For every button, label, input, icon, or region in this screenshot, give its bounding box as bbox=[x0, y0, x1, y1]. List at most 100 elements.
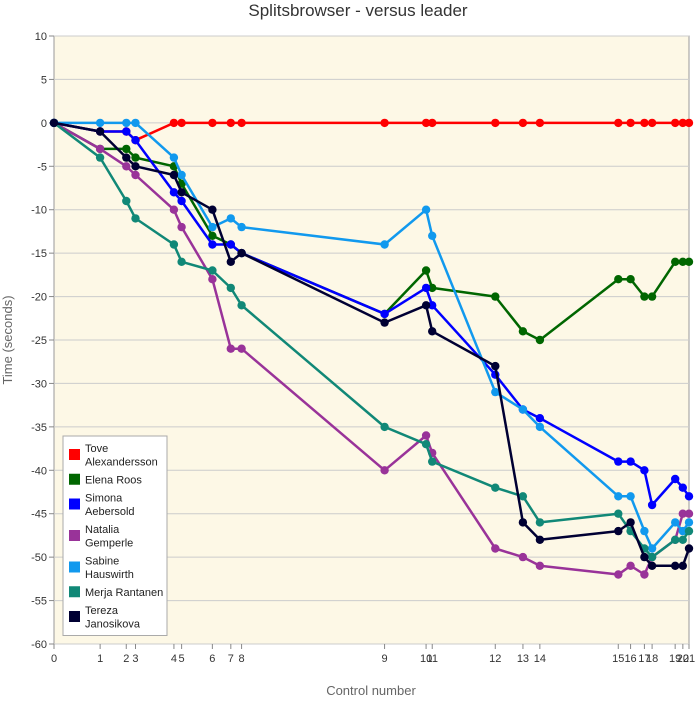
data-point bbox=[131, 136, 140, 145]
data-point bbox=[684, 544, 694, 553]
x-axis-label: Control number bbox=[326, 683, 416, 698]
data-point bbox=[671, 561, 680, 570]
data-point bbox=[237, 344, 246, 353]
data-point bbox=[684, 518, 694, 527]
data-point bbox=[177, 222, 186, 232]
data-point bbox=[177, 188, 186, 197]
data-point bbox=[647, 561, 657, 570]
data-point bbox=[535, 422, 545, 432]
y-tick-label: -50 bbox=[31, 552, 47, 564]
x-tick-label: 11 bbox=[427, 653, 438, 665]
data-point bbox=[226, 344, 235, 353]
data-point bbox=[518, 552, 528, 562]
data-point bbox=[671, 535, 680, 544]
data-point bbox=[535, 561, 545, 570]
data-point bbox=[421, 205, 431, 214]
data-point bbox=[647, 552, 657, 562]
data-point bbox=[491, 118, 500, 128]
data-point bbox=[122, 118, 131, 128]
data-point bbox=[614, 509, 623, 518]
data-point bbox=[518, 518, 528, 527]
data-point bbox=[614, 118, 623, 128]
x-tick-label: 3 bbox=[132, 653, 138, 665]
data-point bbox=[95, 118, 105, 128]
data-point bbox=[640, 466, 649, 475]
y-tick-label: -55 bbox=[31, 596, 47, 608]
data-point bbox=[647, 118, 657, 128]
x-tick-label: 18 bbox=[646, 653, 658, 665]
x-tick-label: 14 bbox=[534, 653, 546, 665]
legend-label: Elena Roos bbox=[85, 475, 142, 487]
data-point bbox=[626, 275, 635, 284]
data-point bbox=[237, 248, 246, 258]
data-point bbox=[208, 205, 217, 214]
legend-label: Merja Rantanen bbox=[85, 587, 163, 599]
data-point bbox=[380, 118, 389, 128]
data-point bbox=[428, 301, 437, 310]
data-point bbox=[491, 292, 500, 301]
data-point bbox=[678, 561, 687, 570]
y-tick-label: -5 bbox=[37, 161, 47, 173]
series-lines bbox=[49, 118, 694, 579]
series-line bbox=[53, 121, 691, 559]
data-point bbox=[518, 118, 528, 128]
data-point bbox=[131, 162, 140, 171]
x-tick-label: 8 bbox=[239, 653, 245, 665]
legend-label: Aebersold bbox=[85, 506, 135, 518]
data-point bbox=[678, 118, 687, 128]
data-point bbox=[208, 118, 217, 128]
x-tick-label: 10 bbox=[420, 653, 432, 665]
data-point bbox=[226, 283, 235, 293]
data-point bbox=[208, 266, 217, 275]
data-point bbox=[535, 414, 545, 423]
x-tick-label: 0 bbox=[51, 653, 57, 665]
y-tick-label: -30 bbox=[31, 378, 47, 390]
data-point bbox=[177, 196, 186, 206]
data-point bbox=[428, 118, 437, 128]
data-point bbox=[640, 570, 649, 579]
data-point bbox=[177, 170, 186, 180]
data-point bbox=[671, 474, 680, 484]
chart-title: Splitsbrowser - versus leader bbox=[248, 1, 468, 20]
x-tick-label: 13 bbox=[517, 653, 529, 665]
data-point bbox=[626, 492, 635, 501]
data-point bbox=[535, 118, 545, 128]
legend-swatch bbox=[69, 561, 80, 573]
data-point bbox=[169, 118, 179, 128]
data-point bbox=[491, 361, 500, 371]
y-tick-label: -60 bbox=[31, 639, 47, 651]
x-tick-label: 1 bbox=[97, 653, 103, 665]
legend-label: Simona bbox=[85, 493, 123, 505]
legend-swatch bbox=[69, 586, 80, 598]
data-point bbox=[226, 118, 235, 128]
data-point bbox=[626, 457, 635, 466]
data-point bbox=[626, 561, 635, 570]
series-line bbox=[53, 121, 691, 507]
x-tick-label: 20 bbox=[677, 653, 689, 665]
legend-label: Tereza bbox=[85, 605, 119, 617]
legend-label: Alexandersson bbox=[85, 457, 158, 469]
data-point bbox=[208, 275, 217, 284]
legend-box bbox=[62, 435, 168, 636]
data-point bbox=[421, 118, 431, 128]
data-point bbox=[95, 144, 105, 154]
data-point bbox=[122, 144, 131, 154]
data-point bbox=[626, 118, 635, 128]
data-point bbox=[640, 292, 649, 301]
data-point bbox=[614, 492, 623, 501]
data-point bbox=[684, 492, 694, 501]
legend: Tove Alexandersson Elena Roos SimonaAeberso… bbox=[62, 435, 168, 636]
legend-swatch bbox=[69, 530, 80, 541]
y-tick-label: -40 bbox=[31, 465, 47, 477]
x-tick-label: 7 bbox=[228, 653, 234, 665]
data-point bbox=[491, 483, 500, 492]
y-tick-label: -10 bbox=[31, 205, 47, 217]
legend-swatch bbox=[69, 473, 80, 485]
data-point bbox=[131, 153, 140, 162]
x-tick-label: 9 bbox=[382, 653, 388, 665]
data-point bbox=[684, 526, 694, 536]
x-tick-label: 15 bbox=[612, 653, 624, 665]
data-point bbox=[678, 483, 687, 492]
data-point bbox=[678, 509, 687, 518]
data-point bbox=[614, 457, 623, 466]
